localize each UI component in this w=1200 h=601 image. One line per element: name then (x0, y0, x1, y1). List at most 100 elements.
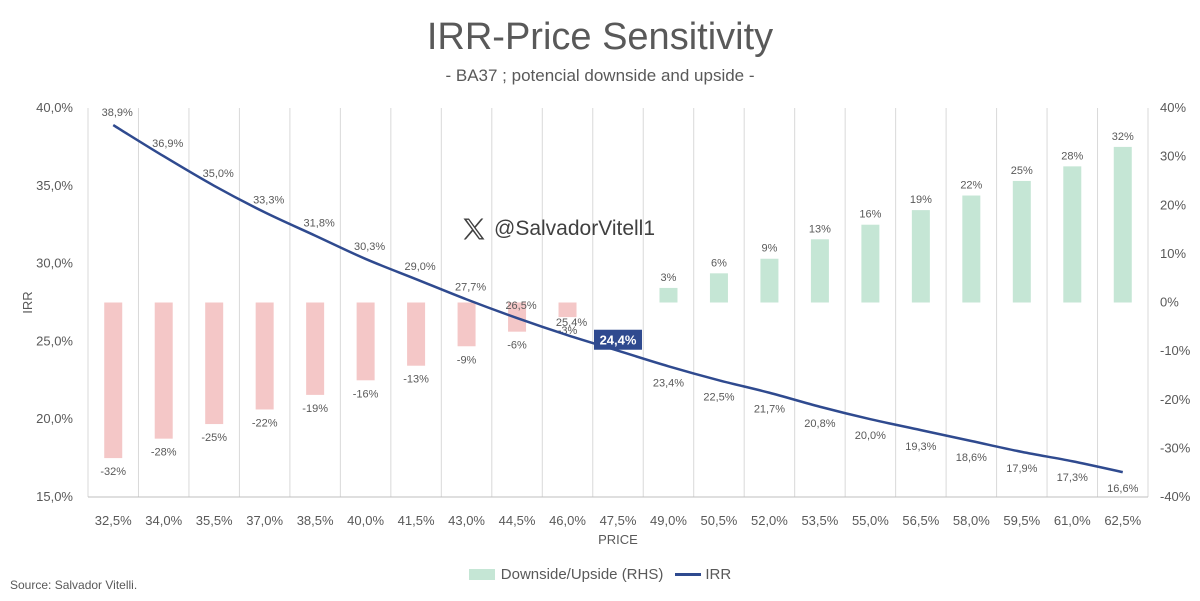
bar (659, 287, 678, 303)
bar-data-label: 32% (1112, 131, 1134, 143)
chart-legend: Downside/Upside (RHS) IRR (0, 566, 1200, 583)
irr-data-label: 26,5% (505, 300, 536, 312)
bar (205, 302, 224, 425)
irr-data-label: 17,9% (1006, 463, 1037, 475)
irr-data-label: 23,4% (653, 377, 684, 389)
y-right-tick-label: 20% (1160, 197, 1186, 212)
bar-data-label: -9% (457, 354, 477, 366)
x-tick-label: 47,5% (600, 513, 637, 528)
x-tick-label: 53,5% (801, 513, 838, 528)
legend-item-irr: IRR (675, 566, 731, 583)
bar (760, 258, 779, 303)
x-axis-title: PRICE (598, 532, 638, 547)
x-tick-label: 58,0% (953, 513, 990, 528)
y-right-tick-label: 10% (1160, 246, 1186, 261)
x-tick-label: 34,0% (145, 513, 182, 528)
irr-data-label: 29,0% (404, 261, 435, 273)
x-tick-label: 59,5% (1003, 513, 1040, 528)
bar-data-label: 25% (1011, 165, 1033, 177)
bar-data-label: -32% (100, 466, 126, 478)
bar-data-label: 22% (960, 180, 982, 192)
bar-data-label: 28% (1061, 150, 1083, 162)
bar-data-label: 16% (859, 209, 881, 221)
watermark-handle: @SalvadorVitell1 (494, 217, 656, 240)
x-tick-label: 50,5% (701, 513, 738, 528)
irr-data-label: 31,8% (304, 218, 335, 230)
x-tick-label: 46,0% (549, 513, 586, 528)
irr-data-label: 21,7% (754, 404, 785, 416)
y-right-tick-label: -10% (1160, 343, 1191, 358)
bar (810, 239, 829, 303)
bar (911, 210, 930, 303)
y-right-tick-label: 0% (1160, 295, 1179, 310)
y-right-tick-label: -30% (1160, 440, 1191, 455)
bar (1113, 146, 1132, 303)
irr-data-label: 35,0% (203, 168, 234, 180)
irr-data-label: 36,9% (152, 138, 183, 150)
y-left-tick-label: 15,0% (36, 489, 73, 504)
irr-data-label: 30,3% (354, 241, 385, 253)
x-tick-label: 43,0% (448, 513, 485, 528)
irr-data-label: 16,6% (1107, 483, 1138, 495)
bar-data-label: 6% (711, 257, 727, 269)
bar (1063, 166, 1082, 303)
chart-title: IRR-Price Sensitivity (426, 16, 774, 58)
x-logo-icon (463, 218, 485, 240)
bar (709, 273, 728, 303)
bar-data-label: -13% (403, 374, 429, 386)
bar (104, 302, 123, 459)
irr-data-label: 38,9% (102, 107, 133, 119)
y-left-tick-label: 25,0% (36, 333, 73, 348)
bar (962, 195, 981, 303)
irr-data-label: 33,3% (253, 194, 284, 206)
irr-data-label: 20,0% (855, 430, 886, 442)
irr-line (112, 124, 1124, 474)
y-left-tick-label: 20,0% (36, 411, 73, 426)
x-tick-label: 44,5% (499, 513, 536, 528)
legend-label-downside-upside: Downside/Upside (RHS) (500, 566, 664, 583)
y-left-tick-label: 35,0% (36, 178, 73, 193)
bar (154, 302, 173, 439)
irr-highlight-box (594, 329, 642, 350)
bar (457, 302, 476, 347)
irr-data-label: 25,4% (556, 317, 587, 329)
bar-data-label: -6% (507, 340, 527, 352)
legend-swatch-line (675, 573, 702, 576)
irr-data-label: 20,8% (804, 418, 835, 430)
y-axis-title: IRR (20, 291, 35, 313)
irr-highlight-label: 24,4% (600, 333, 637, 348)
x-tick-label: 35,5% (196, 513, 233, 528)
irr-data-label: 27,7% (455, 281, 486, 293)
bar (1012, 180, 1031, 303)
x-tick-label: 40,0% (347, 513, 384, 528)
x-tick-label: 41,5% (398, 513, 435, 528)
x-tick-label: 61,0% (1054, 513, 1091, 528)
x-tick-label: 56,5% (902, 513, 939, 528)
y-right-tick-label: 40% (1160, 100, 1186, 115)
y-left-tick-label: 30,0% (36, 256, 73, 271)
watermark: @SalvadorVitell1 (460, 215, 655, 243)
y-right-tick-label: -40% (1160, 489, 1191, 504)
bar-data-label: -19% (302, 403, 328, 415)
bar (558, 302, 577, 318)
irr-data-label: 19,3% (905, 441, 936, 453)
legend-label-irr: IRR (705, 566, 732, 583)
bar-data-label: -16% (353, 388, 379, 400)
x-tick-label: 52,0% (751, 513, 788, 528)
x-tick-label: 37,0% (246, 513, 283, 528)
y-right-tick-label: -20% (1160, 392, 1191, 407)
bar-data-label: 19% (910, 194, 932, 206)
bar-data-label: -22% (252, 417, 278, 429)
x-tick-label: 32,5% (95, 513, 132, 528)
x-tick-label: 38,5% (297, 513, 334, 528)
x-tick-label: 49,0% (650, 513, 687, 528)
x-tick-label: 62,5% (1104, 513, 1141, 528)
legend-swatch-bar (468, 569, 495, 580)
bar-data-label: -28% (151, 447, 177, 459)
y-left-tick-label: 40,0% (36, 100, 73, 115)
x-tick-label: 55,0% (852, 513, 889, 528)
bar (407, 302, 426, 366)
chart-subtitle: - BA37 ; potencial downside and upside - (445, 66, 755, 85)
